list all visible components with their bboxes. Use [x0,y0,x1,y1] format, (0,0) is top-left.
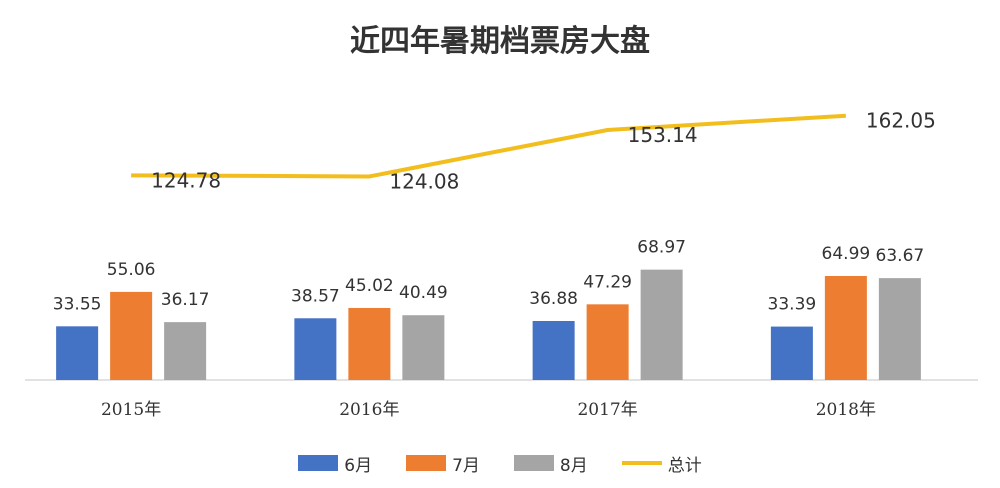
bar-7月-2017年 [586,304,629,380]
data-label-8月-2018年: 63.67 [876,246,925,266]
bar-6月-2016年 [294,318,337,380]
legend-swatch-august [513,455,554,471]
x-tick-label-2017年: 2017年 [577,400,637,420]
bar-8月-2017年 [640,269,683,380]
data-label-7月-2015年: 55.06 [107,260,156,280]
data-label-6月-2015年: 33.55 [53,294,102,314]
legend-swatch-july [406,455,447,471]
legend-label-june: 6月 [344,455,373,476]
total-label-2015年: 124.78 [151,168,221,192]
data-label-7月-2018年: 64.99 [822,244,871,264]
x-tick-label-2016年: 2016年 [339,400,399,420]
total-label-2018年: 162.05 [866,109,936,133]
bar-8月-2015年 [164,322,207,380]
legend-label-total: 总计 [667,455,702,476]
legend-label-august: 8月 [559,455,588,476]
data-label-7月-2016年: 45.02 [345,276,394,296]
legend-label-july: 7月 [452,455,480,476]
bar-6月-2018年 [770,326,813,380]
data-label-8月-2017年: 68.97 [637,238,686,258]
chart-title: 近四年暑期档票房大盘 [350,24,650,59]
data-label-8月-2015年: 36.17 [161,290,210,310]
bar-7月-2015年 [110,291,153,380]
bar-6月-2017年 [532,320,575,380]
x-tick-label-2018年: 2018年 [816,400,876,420]
legend-swatch-total [621,461,662,465]
legend-item-august: 8月 [513,451,588,476]
legend: 6月 7月 8月 总计 [0,450,1000,476]
legend-item-total: 总计 [621,451,702,476]
legend-swatch-june [298,455,339,471]
total-label-2017年: 153.14 [628,123,698,147]
bar-8月-2016年 [402,315,445,380]
data-label-6月-2016年: 38.57 [291,286,340,306]
data-label-6月-2017年: 36.88 [529,289,578,309]
data-label-7月-2017年: 47.29 [583,272,632,292]
bar-6月-2015年 [56,326,99,380]
bar-7月-2018年 [824,276,867,380]
data-label-6月-2018年: 33.39 [768,295,817,315]
total-label-2016年: 124.08 [389,169,459,193]
bar-8月-2018年 [878,278,921,380]
total-line [131,113,846,179]
legend-item-june: 6月 [298,451,372,476]
legend-item-july: 7月 [406,451,480,476]
data-label-8月-2016年: 40.49 [399,283,448,303]
x-tick-label-2015年: 2015年 [101,400,161,420]
bar-7月-2016年 [348,307,391,380]
